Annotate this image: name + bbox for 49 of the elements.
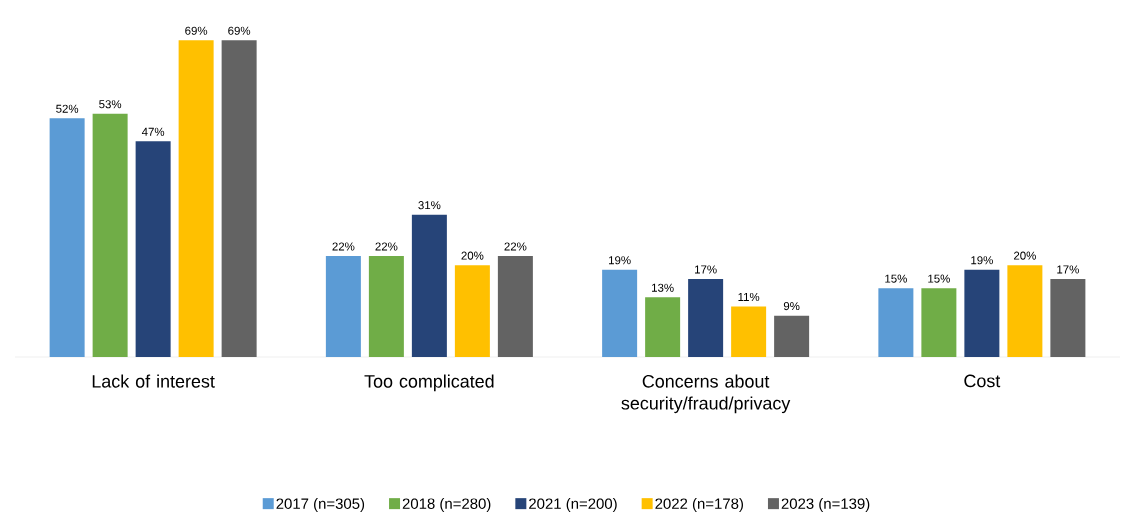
data-label: 53%	[99, 100, 122, 109]
bar	[1007, 265, 1043, 357]
bar	[368, 256, 404, 357]
bar	[454, 265, 490, 357]
legend-label: 2018 (n=280)	[402, 497, 491, 512]
bar	[731, 306, 767, 357]
data-label: 17%	[695, 265, 717, 274]
data-label: 31%	[418, 201, 441, 210]
bar	[135, 141, 171, 357]
legend-label: 2022 (n=178)	[655, 497, 743, 512]
bar	[411, 214, 447, 357]
data-label: 19%	[609, 256, 631, 265]
data-label: 20%	[1013, 251, 1036, 260]
legend-label: 2017 (n=305)	[276, 497, 365, 512]
bar	[602, 269, 638, 357]
data-label: 17%	[1057, 265, 1079, 274]
legend-label: 2021 (n=200)	[529, 497, 617, 512]
x-tick-label: Lack of interest	[92, 374, 215, 388]
bar	[221, 40, 257, 357]
data-label: 11%	[738, 292, 760, 301]
bar	[325, 256, 361, 357]
bar	[1050, 278, 1086, 357]
data-label: 47%	[141, 127, 165, 136]
data-label: 22%	[332, 242, 355, 251]
bar	[878, 288, 914, 357]
data-label: 13%	[652, 283, 674, 292]
bar	[964, 269, 1000, 357]
bar	[688, 278, 724, 357]
x-tick-label: Cost	[964, 374, 1001, 388]
data-label: 15%	[928, 274, 950, 283]
bar	[645, 297, 681, 357]
data-label: 69%	[228, 26, 251, 35]
bar	[497, 256, 533, 357]
bar	[921, 288, 957, 357]
data-label: 9%	[783, 302, 800, 311]
bar	[49, 118, 85, 357]
data-label: 20%	[461, 251, 484, 260]
x-tick-label: Concerns about security/fraud/privacy	[621, 374, 791, 414]
data-label: 69%	[185, 26, 208, 35]
x-tick-label: Too complicated	[364, 374, 494, 392]
data-label: 52%	[56, 104, 79, 113]
data-label: 22%	[375, 242, 398, 251]
legend-label: 2023 (n=139)	[781, 497, 870, 512]
data-label: 15%	[885, 274, 907, 283]
data-label: 19%	[971, 256, 993, 265]
data-label: 22%	[504, 242, 527, 251]
bar	[92, 113, 128, 357]
bar	[774, 315, 810, 357]
bar	[178, 40, 214, 357]
